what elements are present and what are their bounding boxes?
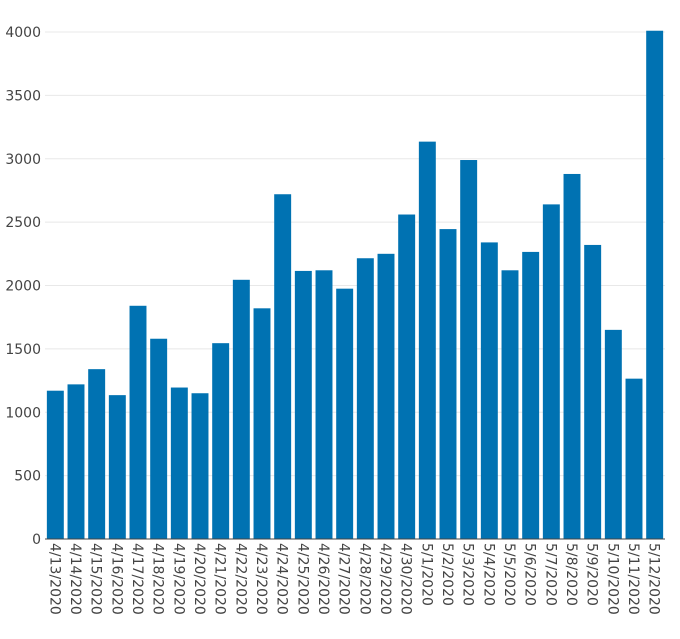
x-tick-label: 4/16/2020 (108, 543, 124, 615)
x-tick-label: 5/12/2020 (646, 543, 662, 615)
bar (67, 384, 85, 539)
bar (336, 288, 354, 539)
x-tick-label: 4/14/2020 (67, 543, 83, 615)
x-tick-label: 4/13/2020 (46, 543, 62, 615)
bar (315, 270, 333, 539)
x-tick-label: 4/22/2020 (232, 543, 248, 615)
y-tick-label: 4000 (5, 25, 41, 41)
y-tick-label: 0 (32, 532, 41, 548)
x-tick-label: 5/2/2020 (439, 543, 455, 606)
bar (563, 173, 581, 539)
bar (150, 338, 168, 539)
bar (253, 308, 271, 539)
x-tick-label: 5/6/2020 (522, 543, 538, 606)
bar (584, 244, 602, 539)
bar (646, 30, 664, 539)
x-tick-label: 4/17/2020 (129, 543, 145, 615)
bar (46, 390, 64, 539)
x-tick-label: 4/27/2020 (336, 543, 352, 615)
x-tick-label: 5/10/2020 (604, 543, 620, 615)
bar (625, 378, 643, 539)
bars (46, 30, 664, 540)
bar (501, 270, 519, 539)
bar (212, 343, 230, 539)
x-tick-label: 5/8/2020 (563, 543, 579, 606)
y-tick-label: 2500 (5, 215, 41, 231)
bar (274, 194, 292, 540)
bar (460, 160, 478, 539)
x-tick-label: 5/7/2020 (542, 543, 558, 606)
bar (356, 258, 374, 539)
bar (418, 141, 436, 540)
x-tick-label: 4/23/2020 (253, 543, 269, 615)
x-tick-label: 4/18/2020 (150, 543, 166, 615)
y-tick-label: 1000 (5, 405, 41, 421)
x-axis-tick-labels: 4/13/2020 4/14/2020 4/15/2020 4/16/2020 4/17… (46, 543, 661, 615)
bar (604, 329, 622, 539)
grid-lines (45, 31, 665, 477)
x-tick-label: 4/26/2020 (315, 543, 331, 615)
bar (377, 253, 395, 539)
bar (522, 251, 540, 539)
x-tick-label: 4/15/2020 (88, 543, 104, 615)
x-tick-label: 4/29/2020 (377, 543, 393, 615)
bar (108, 395, 126, 539)
x-tick-label: 4/28/2020 (356, 543, 372, 615)
y-tick-label: 500 (14, 469, 41, 485)
bar (232, 279, 250, 539)
y-tick-label: 3000 (5, 152, 41, 168)
bar (398, 214, 416, 539)
bar (542, 204, 560, 539)
x-tick-label: 5/11/2020 (625, 543, 641, 615)
x-tick-label: 5/4/2020 (480, 543, 496, 606)
x-tick-label: 4/25/2020 (294, 543, 310, 615)
x-tick-label: 4/20/2020 (191, 543, 207, 615)
y-axis-tick-labels: 0 500 1000 1500 2000 2500 3000 3500 4000 (5, 25, 41, 548)
bar (129, 305, 147, 539)
bar (191, 393, 209, 539)
y-tick-label: 1500 (5, 342, 41, 358)
x-tick-label: 5/3/2020 (460, 543, 476, 606)
x-tick-label: 4/30/2020 (398, 543, 414, 615)
bar (480, 242, 498, 539)
bar (170, 387, 188, 539)
bar (294, 270, 312, 539)
y-tick-label: 3500 (5, 88, 41, 104)
x-tick-label: 4/24/2020 (274, 543, 290, 615)
bar (439, 229, 457, 539)
x-tick-label: 5/9/2020 (584, 543, 600, 606)
x-tick-label: 4/19/2020 (170, 543, 186, 615)
x-tick-label: 5/1/2020 (418, 543, 434, 606)
x-tick-label: 5/5/2020 (501, 543, 517, 606)
x-tick-label: 4/21/2020 (212, 543, 228, 615)
bar (88, 369, 106, 539)
y-tick-label: 2000 (5, 279, 41, 295)
